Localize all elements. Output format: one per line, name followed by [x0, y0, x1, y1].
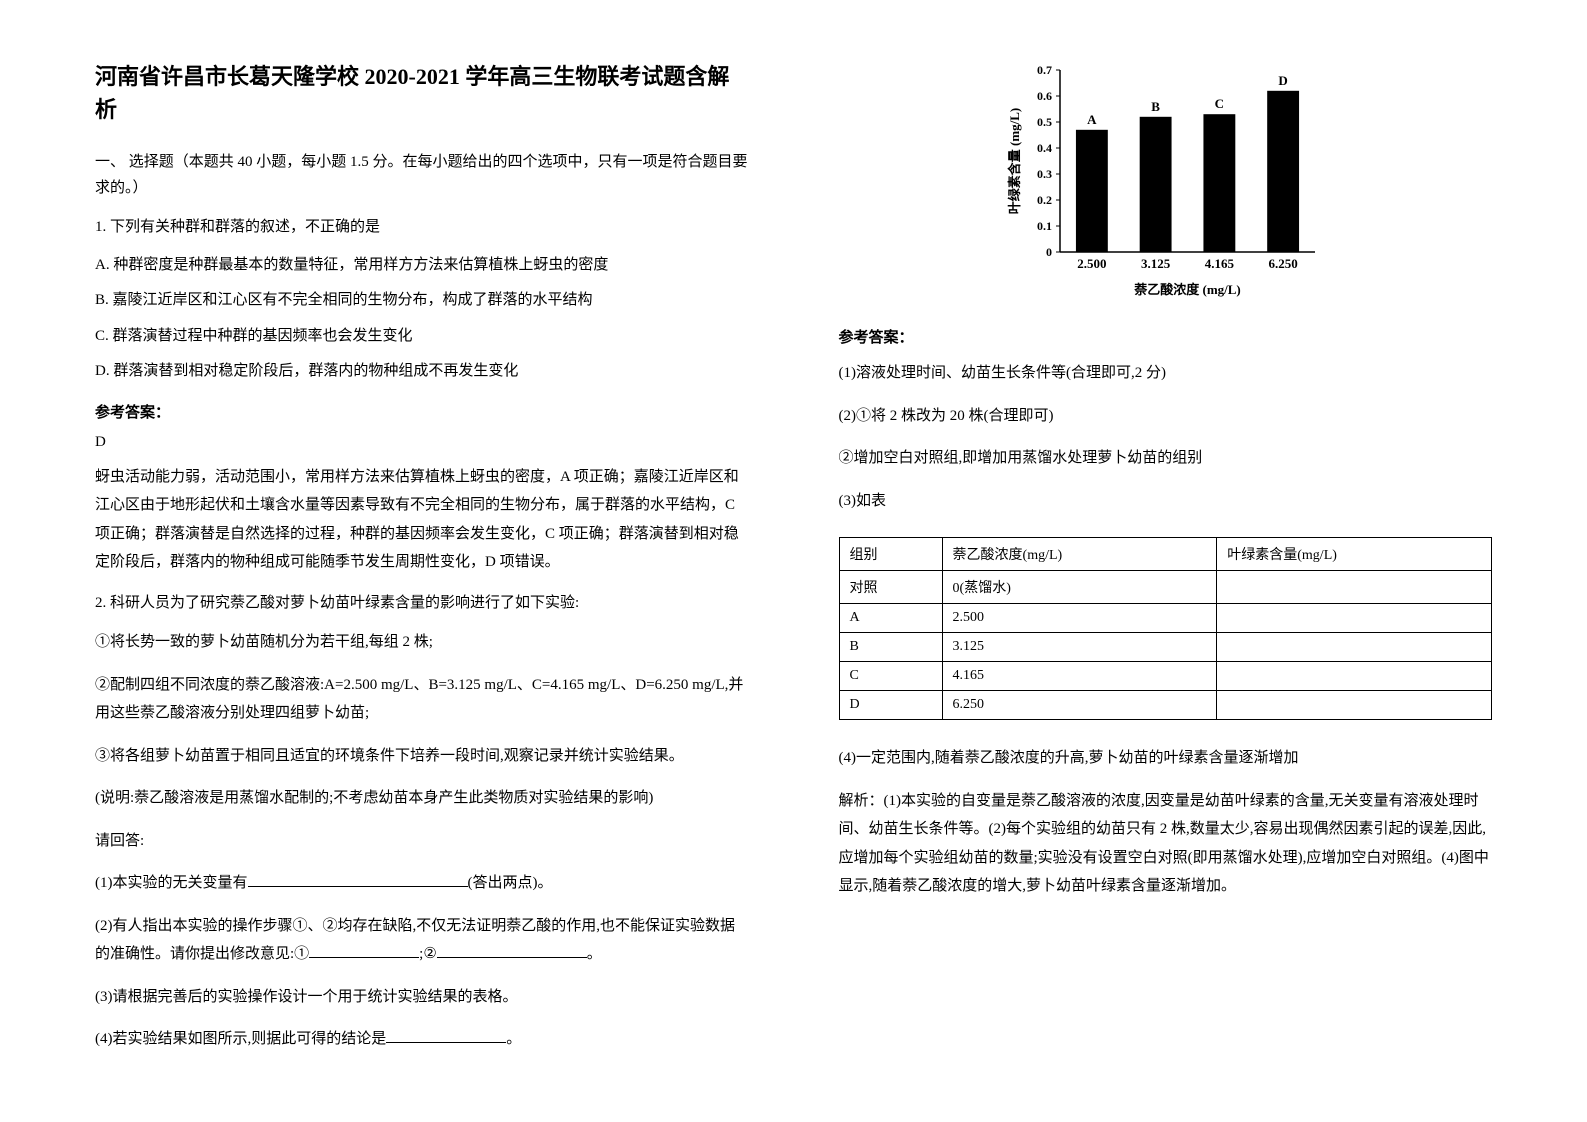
table-cell: [1217, 691, 1492, 720]
svg-text:0.3: 0.3: [1037, 167, 1052, 181]
table-cell: 3.125: [942, 633, 1217, 662]
table-cell: [1217, 633, 1492, 662]
blank-1: [248, 872, 468, 887]
q2-step2: ②配制四组不同浓度的萘乙酸溶液:A=2.500 mg/L、B=3.125 mg/…: [95, 671, 749, 728]
svg-text:萘乙酸浓度 (mg/L): 萘乙酸浓度 (mg/L): [1133, 282, 1241, 297]
table-cell: B: [839, 633, 942, 662]
q2-step3: ③将各组萝卜幼苗置于相同且适宜的环境条件下培养一段时间,观察记录并统计实验结果。: [95, 742, 749, 771]
q2-part1: (1)本实验的无关变量有 (答出两点)。: [95, 869, 749, 898]
left-column: 河南省许昌市长葛天隆学校 2020-2021 学年高三生物联考试题含解析 一、 …: [95, 60, 749, 1062]
q2-step1: ①将长势一致的萝卜幼苗随机分为若干组,每组 2 株;: [95, 628, 749, 657]
table-header-cell: 组别: [839, 538, 942, 571]
q1-opt-b: B. 嘉陵江近岸区和江心区有不完全相同的生物分布，构成了群落的水平结构: [95, 288, 749, 314]
svg-text:2.500: 2.500: [1078, 256, 1107, 271]
q2-part3: (3)请根据完善后的实验操作设计一个用于统计实验结果的表格。: [95, 983, 749, 1012]
svg-text:0.6: 0.6: [1037, 89, 1052, 103]
svg-text:4.165: 4.165: [1205, 256, 1235, 271]
bar-chart-svg: 0 0.1 0.2 0.3 0.4 0.5 0.6 0.7 叶绿素含量 (mg/L) A 2.500…: [1005, 60, 1325, 300]
table-row: B3.125: [839, 633, 1492, 662]
table-cell: C: [839, 662, 942, 691]
svg-text:0.7: 0.7: [1037, 63, 1052, 77]
svg-text:0.4: 0.4: [1037, 141, 1052, 155]
blank-2a: [309, 943, 419, 958]
section-heading: 一、 选择题（本题共 40 小题，每小题 1.5 分。在每小题给出的四个选项中，…: [95, 150, 749, 201]
svg-text:B: B: [1152, 99, 1161, 114]
q1-answer: D: [95, 434, 749, 451]
table-row: C4.165: [839, 662, 1492, 691]
table-header-cell: 叶绿素含量(mg/L): [1217, 538, 1492, 571]
q1-stem: 1. 下列有关种群和群落的叙述，不正确的是: [95, 215, 749, 241]
svg-text:0.5: 0.5: [1037, 115, 1052, 129]
svg-text:3.125: 3.125: [1141, 256, 1171, 271]
svg-text:D: D: [1279, 73, 1288, 88]
ans-2a: (2)①将 2 株改为 20 株(合理即可): [839, 402, 1493, 431]
ans-1: (1)溶液处理时间、幼苗生长条件等(合理即可,2 分): [839, 359, 1493, 388]
table-row: A2.500: [839, 604, 1492, 633]
svg-text:叶绿素含量 (mg/L): 叶绿素含量 (mg/L): [1007, 108, 1022, 215]
q2-p1b: (答出两点)。: [468, 875, 553, 891]
table-row: 对照0(蒸馏水): [839, 571, 1492, 604]
ans-3: (3)如表: [839, 487, 1493, 516]
table-cell: 6.250: [942, 691, 1217, 720]
table-header-row: 组别萘乙酸浓度(mg/L)叶绿素含量(mg/L): [839, 538, 1492, 571]
answer-label-2: 参考答案：: [839, 326, 1493, 347]
answer-label: 参考答案：: [95, 401, 749, 422]
q2-p4b: 。: [506, 1031, 521, 1047]
table-cell: 对照: [839, 571, 942, 604]
q2-p2b: ;②: [419, 946, 437, 962]
q2-p4a: (4)若实验结果如图所示,则据此可得的结论是: [95, 1031, 386, 1047]
q2-part2: (2)有人指出本实验的操作步骤①、②均存在缺陷,不仅无法证明萘乙酸的作用,也不能…: [95, 912, 749, 969]
blank-2b: [437, 943, 587, 958]
q2-stem: 2. 科研人员为了研究萘乙酸对萝卜幼苗叶绿素含量的影响进行了如下实验:: [95, 591, 749, 617]
table-cell: 4.165: [942, 662, 1217, 691]
ans-2b: ②增加空白对照组,即增加用蒸馏水处理萝卜幼苗的组别: [839, 444, 1493, 473]
table-header-cell: 萘乙酸浓度(mg/L): [942, 538, 1217, 571]
svg-text:6.250: 6.250: [1269, 256, 1298, 271]
svg-text:0: 0: [1046, 245, 1052, 259]
q2-p1a: (1)本实验的无关变量有: [95, 875, 248, 891]
bar-chart: 0 0.1 0.2 0.3 0.4 0.5 0.6 0.7 叶绿素含量 (mg/L) A 2.500…: [1005, 60, 1325, 300]
final-explain: 解析：(1)本实验的自变量是萘乙酸溶液的浓度,因变量是幼苗叶绿素的含量,无关变量…: [839, 787, 1493, 901]
svg-text:0.1: 0.1: [1037, 219, 1052, 233]
q1-opt-c: C. 群落演替过程中种群的基因频率也会发生变化: [95, 324, 749, 350]
right-column: 00.10.20.30.40.50.60.7叶绿素含量 (mg/L)A2.500…: [839, 60, 1493, 1062]
ans-4: (4)一定范围内,随着萘乙酸浓度的升高,萝卜幼苗的叶绿素含量逐渐增加: [839, 744, 1493, 773]
table-row: D6.250: [839, 691, 1492, 720]
result-table: 组别萘乙酸浓度(mg/L)叶绿素含量(mg/L) 对照0(蒸馏水)A2.500B…: [839, 537, 1493, 720]
table-cell: [1217, 662, 1492, 691]
q2-note: (说明:萘乙酸溶液是用蒸馏水配制的;不考虑幼苗本身产生此类物质对实验结果的影响): [95, 784, 749, 813]
table-body: 对照0(蒸馏水)A2.500B3.125C4.165D6.250: [839, 571, 1492, 720]
table-cell: [1217, 604, 1492, 633]
svg-text:A: A: [1087, 112, 1097, 127]
page-title: 河南省许昌市长葛天隆学校 2020-2021 学年高三生物联考试题含解析: [95, 60, 749, 126]
q1-opt-d: D. 群落演替到相对稳定阶段后，群落内的物种组成不再发生变化: [95, 359, 749, 385]
table-cell: A: [839, 604, 942, 633]
table-cell: 2.500: [942, 604, 1217, 633]
q1-opt-a: A. 种群密度是种群最基本的数量特征，常用样方方法来估算植株上蚜虫的密度: [95, 253, 749, 279]
blank-4: [386, 1028, 506, 1043]
table-cell: D: [839, 691, 942, 720]
table-cell: 0(蒸馏水): [942, 571, 1217, 604]
svg-text:0.2: 0.2: [1037, 193, 1052, 207]
q2-part4: (4)若实验结果如图所示,则据此可得的结论是 。: [95, 1025, 749, 1054]
q2-p2c: 。: [587, 946, 602, 962]
svg-text:C: C: [1215, 96, 1224, 111]
table-cell: [1217, 571, 1492, 604]
q2-ask: 请回答:: [95, 827, 749, 856]
q1-explanation: 蚜虫活动能力弱，活动范围小，常用样方法来估算植株上蚜虫的密度，A 项正确；嘉陵江…: [95, 463, 749, 577]
